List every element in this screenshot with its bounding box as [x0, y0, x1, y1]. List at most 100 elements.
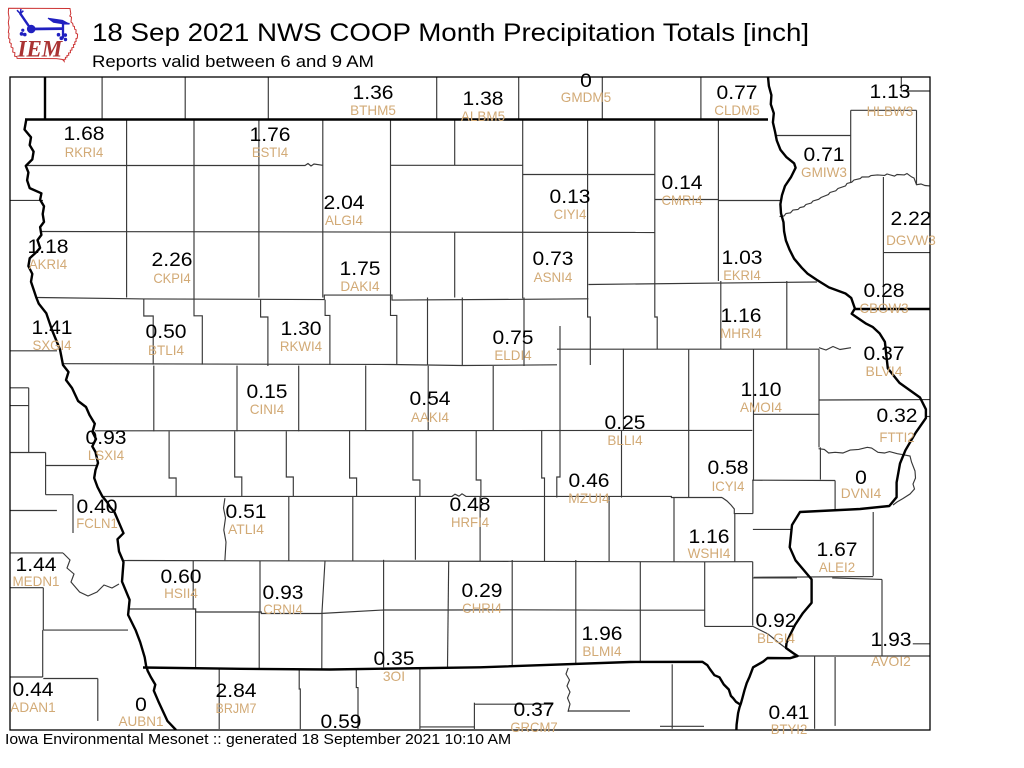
svg-text:2.26: 2.26	[152, 250, 193, 271]
svg-text:CBOW3: CBOW3	[860, 300, 909, 316]
svg-text:CHRI4: CHRI4	[462, 600, 502, 616]
svg-text:DGVW3: DGVW3	[886, 232, 936, 248]
svg-text:2.84: 2.84	[216, 681, 257, 702]
svg-text:AKRI4: AKRI4	[29, 256, 67, 272]
svg-text:LSXI4: LSXI4	[88, 447, 124, 463]
svg-text:1.67: 1.67	[817, 540, 858, 561]
svg-text:ESTI4: ESTI4	[252, 144, 288, 160]
svg-text:BLVI4: BLVI4	[866, 363, 903, 379]
svg-text:0.92: 0.92	[756, 611, 797, 632]
svg-text:0.71: 0.71	[804, 145, 845, 166]
svg-text:MZUI4: MZUI4	[568, 490, 610, 506]
svg-text:DVNI4: DVNI4	[841, 485, 882, 501]
svg-text:FCLN1: FCLN1	[76, 515, 118, 531]
svg-text:ATLI4: ATLI4	[228, 521, 264, 537]
svg-text:0.25: 0.25	[605, 413, 646, 434]
svg-text:ALGI4: ALGI4	[325, 212, 363, 228]
svg-text:1.93: 1.93	[871, 630, 912, 651]
svg-text:DAKI4: DAKI4	[340, 278, 379, 294]
svg-text:0.40: 0.40	[77, 497, 118, 518]
svg-text:CINI4: CINI4	[250, 401, 285, 417]
svg-text:0: 0	[855, 468, 867, 489]
svg-text:BLGI4: BLGI4	[757, 630, 795, 646]
svg-text:1.36: 1.36	[353, 83, 394, 104]
svg-text:2.22: 2.22	[891, 209, 932, 230]
svg-text:1.41: 1.41	[32, 318, 73, 339]
svg-text:0.59: 0.59	[321, 712, 362, 733]
svg-text:0.54: 0.54	[410, 389, 451, 410]
svg-text:IEM: IEM	[17, 37, 64, 62]
svg-text:ASNI4: ASNI4	[534, 269, 573, 285]
svg-text:BRJM7: BRJM7	[216, 700, 257, 716]
svg-text:0.32: 0.32	[877, 406, 918, 427]
svg-text:0.15: 0.15	[247, 382, 288, 403]
svg-text:ALEI2: ALEI2	[819, 559, 855, 575]
svg-text:0.28: 0.28	[864, 281, 905, 302]
svg-text:CKPI4: CKPI4	[153, 270, 190, 286]
svg-text:MEDN1: MEDN1	[12, 573, 59, 589]
svg-text:HLBW3: HLBW3	[867, 103, 914, 119]
svg-text:1.18: 1.18	[28, 237, 69, 258]
svg-text:ELDI4: ELDI4	[494, 347, 531, 363]
svg-text:GMIW3: GMIW3	[801, 164, 847, 180]
svg-text:AMOI4: AMOI4	[740, 399, 782, 415]
svg-text:1.75: 1.75	[340, 259, 381, 280]
svg-text:0.51: 0.51	[226, 502, 267, 523]
svg-text:1.30: 1.30	[281, 319, 322, 340]
svg-text:1.16: 1.16	[721, 306, 762, 327]
svg-text:CMRI4: CMRI4	[661, 192, 702, 208]
svg-text:0: 0	[135, 695, 147, 716]
svg-text:0: 0	[580, 71, 592, 92]
svg-text:1.96: 1.96	[582, 624, 623, 645]
svg-text:1.76: 1.76	[250, 125, 291, 146]
svg-text:0.93: 0.93	[263, 583, 304, 604]
svg-text:0.73: 0.73	[533, 249, 574, 270]
svg-text:1.38: 1.38	[463, 89, 504, 110]
svg-text:HSII4: HSII4	[164, 585, 198, 601]
svg-text:ADAN1: ADAN1	[10, 699, 56, 715]
svg-text:AAKI4: AAKI4	[411, 409, 449, 425]
svg-text:0.35: 0.35	[374, 649, 415, 670]
svg-text:HRFI4: HRFI4	[451, 514, 489, 530]
svg-text:AVOI2: AVOI2	[871, 653, 911, 669]
svg-text:BTHM5: BTHM5	[350, 102, 396, 118]
svg-text:0.14: 0.14	[662, 173, 703, 194]
svg-text:1.03: 1.03	[722, 248, 763, 269]
svg-text:GMDM5: GMDM5	[561, 89, 612, 105]
svg-text:0.41: 0.41	[769, 703, 810, 724]
svg-text:0.29: 0.29	[462, 581, 503, 602]
svg-text:0.60: 0.60	[161, 567, 202, 588]
svg-text:WSHI4: WSHI4	[688, 545, 731, 561]
svg-text:FTTI2: FTTI2	[879, 429, 914, 445]
svg-text:1.44: 1.44	[16, 555, 57, 576]
svg-text:AUBN1: AUBN1	[119, 713, 164, 729]
svg-text:0.77: 0.77	[717, 83, 758, 104]
svg-text:BTLI4: BTLI4	[148, 342, 184, 358]
svg-text:BLLI4: BLLI4	[607, 432, 642, 448]
svg-text:CLDM5: CLDM5	[714, 102, 760, 118]
svg-text:ICYI4: ICYI4	[712, 478, 745, 494]
svg-text:0.75: 0.75	[493, 328, 534, 349]
svg-text:3OI: 3OI	[383, 668, 405, 684]
svg-text:0.13: 0.13	[550, 187, 591, 208]
svg-text:CIYI4: CIYI4	[554, 206, 587, 222]
svg-text:1.16: 1.16	[689, 527, 730, 548]
svg-text:ALBM5: ALBM5	[461, 108, 505, 124]
svg-text:SXGI4: SXGI4	[33, 337, 72, 353]
svg-text:2.04: 2.04	[324, 193, 365, 214]
svg-text:1.10: 1.10	[741, 380, 782, 401]
svg-text:CRNI4: CRNI4	[263, 601, 303, 617]
svg-text:RKRI4: RKRI4	[65, 144, 104, 160]
svg-text:0.48: 0.48	[450, 495, 491, 516]
svg-text:0.37: 0.37	[864, 344, 905, 365]
svg-text:1.68: 1.68	[64, 124, 105, 145]
svg-text:0.44: 0.44	[13, 680, 54, 701]
svg-text:0.37: 0.37	[514, 700, 555, 721]
svg-text:0.58: 0.58	[708, 458, 749, 479]
svg-text:0.50: 0.50	[146, 322, 187, 343]
svg-text:EKRI4: EKRI4	[723, 267, 761, 283]
svg-text:BLMI4: BLMI4	[582, 643, 621, 659]
svg-text:1.13: 1.13	[870, 82, 911, 103]
svg-text:BTYI2: BTYI2	[771, 721, 808, 737]
svg-text:GRCM7: GRCM7	[510, 719, 557, 735]
